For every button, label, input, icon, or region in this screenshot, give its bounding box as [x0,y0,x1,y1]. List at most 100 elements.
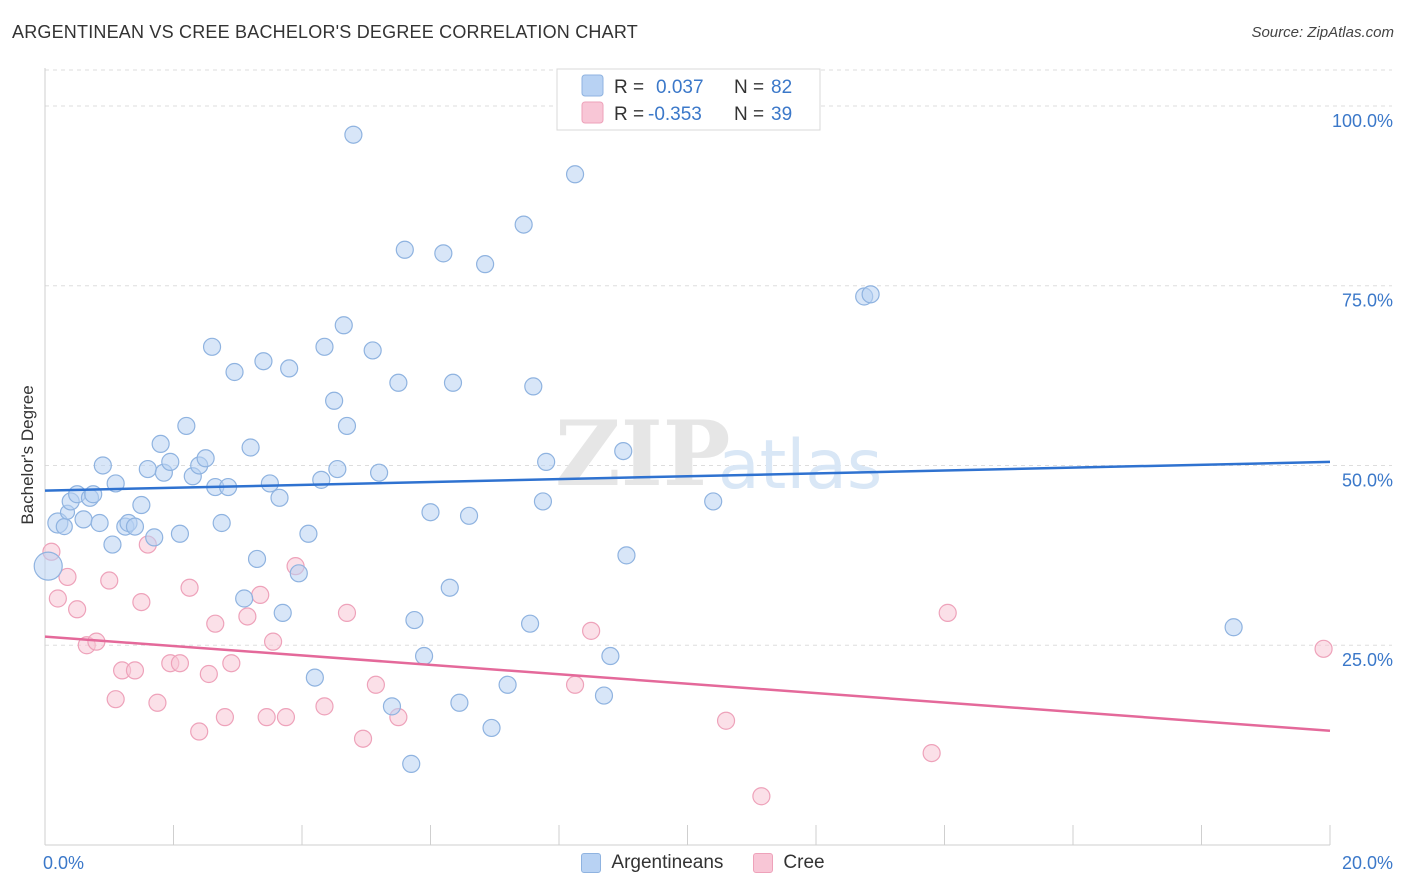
argentinean-point [414,646,434,666]
argentinean-point [476,255,495,274]
argentinean-trend-line [44,460,1331,492]
argentinean-point [235,589,254,608]
argentinean-point [382,697,402,716]
trend-lines [44,460,1331,733]
bottom-legend-label-argentineans: Argentineans [611,852,724,873]
argentinean-point [450,693,469,712]
argentinean-point [315,337,334,356]
argentinean-point [601,646,620,666]
argentinean-point [337,416,357,436]
cree-point [922,743,941,763]
watermark-atlas: atlas [718,426,882,505]
argentinean-point [247,549,267,569]
cree-point [215,708,234,727]
cree-trend-line [44,635,1331,733]
cree-point [58,567,77,587]
cree-point [315,697,334,716]
legend-swatch-argentineans [581,74,604,97]
argentinean-point [270,488,289,507]
cree-point [222,654,241,673]
cree-point [1314,639,1333,658]
legend-box: R = 0.037 N = 82 R = -0.353 N = 39 [556,68,821,131]
y-tick-label-75: 75.0% [1342,291,1393,311]
legend-n-value-b: 39 [771,104,792,125]
argentinean-point [177,416,196,436]
argentinean-point [280,359,299,378]
argentinean-point [125,517,145,536]
argentinean-point [389,373,408,392]
legend-n-label-a: N = [734,77,764,98]
argentinean-point [305,668,324,687]
argentinean-point [498,675,517,694]
watermark: ZIP atlas [555,401,882,507]
argentinean-point [482,718,501,738]
bottom-legend: Argentineans Cree [0,852,1406,874]
argentinean-point [90,513,109,533]
argentinean-point [103,535,122,554]
legend-n-label-b: N = [734,104,764,125]
cree-points [42,535,1333,806]
argentinean-point [421,503,440,522]
argentinean-point [402,754,421,773]
argentinean-point [74,510,93,529]
cree-point [366,675,385,694]
argentinean-point [106,474,125,493]
argentinean-point [537,452,556,471]
cree-point [148,693,167,712]
argentinean-point [434,244,453,263]
argentinean-point [443,373,463,392]
cree-point [263,632,283,651]
cree-point [106,690,125,709]
cree-point [251,585,270,605]
legend-r-label-b: R = [614,104,644,125]
tick-labels: 25.0% 50.0% 75.0% 100.0% 0.0% 20.0% [43,111,1393,873]
argentinean-point [405,610,424,630]
argentinean-point [202,337,222,356]
argentinean-point [151,434,170,454]
y-tick-label-50: 50.0% [1342,470,1393,490]
cree-point [199,664,218,684]
cree-point [100,571,119,590]
argentinean-point [370,463,389,482]
argentinean-point [289,564,308,583]
argentinean-point [617,546,636,565]
watermark-zip: ZIP [555,401,730,507]
argentinean-point [334,316,353,335]
bottom-legend-argentineans: Argentineans [581,852,723,874]
argentinean-point [328,459,347,479]
argentinean-point [93,456,112,475]
legend-r-value-b: -0.353 [648,104,702,125]
cree-point [180,578,199,597]
argentinean-points [33,125,1243,773]
legend-n-value-a: 82 [771,77,792,98]
cree-point [206,614,225,633]
cree-point [582,621,601,640]
argentinean-point [196,449,215,468]
argentinean-point [395,240,414,259]
argentinean-point [325,391,344,410]
argentinean-point [861,285,880,304]
cree-point [353,729,373,748]
cree-point [68,600,87,619]
argentinean-point [260,474,279,493]
cree-point [170,654,190,673]
bottom-legend-swatch-cree [753,853,774,873]
argentinean-point [594,686,614,705]
argentinean-point [533,492,553,511]
argentinean-point [614,441,633,461]
argentinean-point [299,524,318,543]
argentinean-point [344,125,363,144]
argentinean-point [138,459,157,479]
cree-point [565,675,585,694]
y-axis-label: Bachelor's Degree [18,385,37,524]
legend-r-label-a: R = [614,77,644,98]
argentinean-point [225,362,244,382]
cree-point [125,661,145,680]
argentinean-point [459,506,479,525]
argentinean-point [1224,618,1243,637]
grid-lines [45,69,1392,646]
chart-source: Source: ZipAtlas.com [1251,24,1394,41]
argentinean-point [132,495,151,515]
bottom-legend-label-cree: Cree [783,852,825,873]
